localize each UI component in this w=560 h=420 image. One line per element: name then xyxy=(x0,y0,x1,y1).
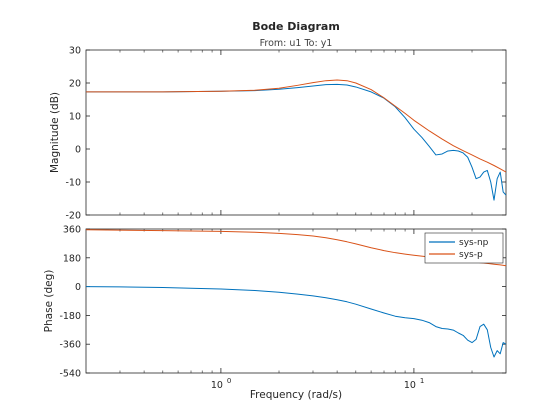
legend-box xyxy=(424,232,504,264)
legend-label-sys-np: sys-np xyxy=(459,238,489,248)
phase-series-sys-np xyxy=(86,286,506,358)
xtick-label: 10 xyxy=(211,380,223,391)
phase-ytick-label: -540 xyxy=(59,369,81,380)
magnitude-ytick-label: 0 xyxy=(75,145,81,156)
magnitude-ytick-label: 10 xyxy=(69,112,81,123)
magnitude-series-sys-np xyxy=(86,83,506,201)
magnitude-y-axis-label: Magnitude (dB) xyxy=(49,92,61,173)
chart-subtitle: From: u1 To: y1 xyxy=(260,38,333,49)
phase-ytick-label: -180 xyxy=(59,311,81,322)
magnitude-ytick-label: -10 xyxy=(65,178,81,189)
magnitude-ytick-label: 30 xyxy=(69,46,81,57)
magnitude-ytick-label: -20 xyxy=(65,211,81,222)
xtick-label-exponent: 0 xyxy=(227,377,231,385)
phase-ytick-label: 180 xyxy=(63,253,81,264)
x-axis-label: Frequency (rad/s) xyxy=(250,389,342,401)
legend-label-sys-p: sys-p xyxy=(459,250,483,260)
phase-y-axis-label: Phase (deg) xyxy=(43,270,55,333)
magnitude-series-sys-p xyxy=(86,79,506,173)
phase-ytick-label: 0 xyxy=(75,282,81,293)
xtick-label-exponent: 1 xyxy=(420,377,424,385)
phase-ytick-label: -360 xyxy=(59,340,81,351)
xtick-label: 10 xyxy=(404,380,416,391)
magnitude-ytick-label: 20 xyxy=(69,79,81,90)
magnitude-axes-box xyxy=(85,49,507,216)
chart-title: Bode Diagram xyxy=(252,20,340,33)
phase-ytick-label: 360 xyxy=(63,225,81,236)
